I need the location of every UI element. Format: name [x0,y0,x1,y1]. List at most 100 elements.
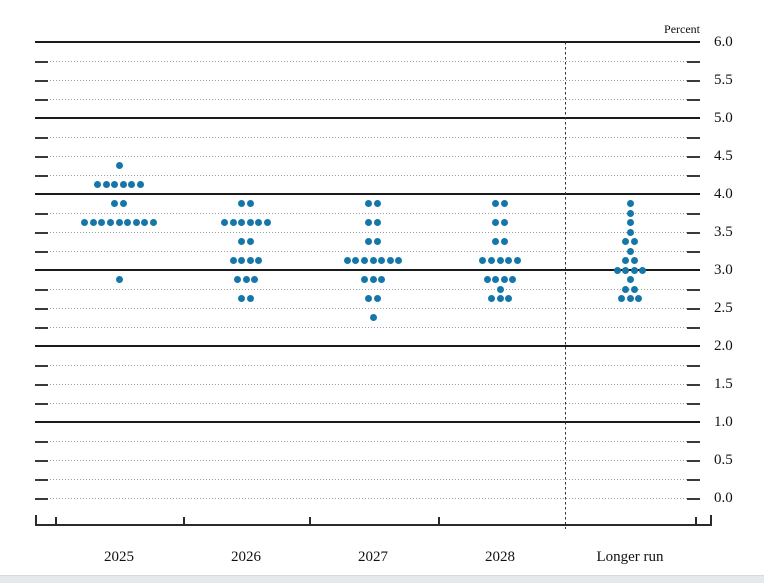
gridline-right-dash [687,383,700,386]
projection-dot [622,238,630,245]
projection-dot [369,257,377,264]
projection-dot [639,266,647,274]
projection-dot [500,219,508,226]
gridline-left-dash [35,155,48,158]
projection-dot [492,219,500,226]
gridline-left-dash [35,212,48,215]
gridline-solid [35,41,700,43]
gridline-dotted [35,213,700,214]
gridline-left-dash [35,79,48,82]
projection-dot [496,295,504,302]
gridline-right-dash [687,79,700,82]
projection-dot [626,247,634,255]
projection-dot [111,200,119,207]
projection-dot [378,276,386,283]
category-label: 2026 [231,549,261,565]
projection-dot [492,276,500,283]
gridline-solid [35,421,700,423]
projection-dot [238,219,246,226]
projection-dot [343,257,351,264]
gridline-right-dash [687,231,700,234]
projection-dot [500,238,508,245]
projection-dot [132,219,140,226]
category-label: 2027 [358,549,388,565]
projection-dot [141,219,149,226]
gridline-dotted [35,365,700,366]
projection-dot [626,200,634,207]
projection-dot [360,257,368,264]
gridline-dotted [35,498,700,499]
gridline-right-dash [687,212,700,215]
projection-dot [373,295,381,302]
projection-dot [369,314,377,321]
projection-dot [373,238,381,245]
projection-dot [487,257,495,264]
projection-dot [246,200,254,207]
gridline-right-dash [687,326,700,329]
gridline-right-dash [687,364,700,367]
projection-dot [124,219,132,226]
projection-dot [509,276,517,283]
gridline-left-dash [35,364,48,367]
gridline-dotted [35,175,700,176]
gridline-left-dash [35,60,48,63]
y-tick-label: 6.0 [714,34,733,50]
projection-dot [630,257,638,264]
gridline-left-dash [35,440,48,443]
gridline-right-dash [687,459,700,462]
y-tick-label: 4.5 [714,148,733,164]
y-tick-label: 5.0 [714,110,733,126]
gridline-left-dash [35,288,48,291]
projection-dot [365,200,373,207]
gridline-right-dash [687,497,700,500]
projection-dot [487,295,495,302]
projection-dot [505,257,513,264]
projection-dot [492,238,500,245]
gridline-left-dash [35,497,48,500]
gridline-right-dash [687,440,700,443]
projection-dot [246,219,254,226]
projection-dot [238,200,246,207]
gridline-solid [35,345,700,347]
gridline-right-dash [687,478,700,481]
window-bottom-strip [0,575,764,583]
gridline-right-dash [687,136,700,139]
projection-dot [119,181,127,188]
gridline-right-dash [687,250,700,253]
y-tick-label: 3.0 [714,262,733,278]
gridline-left-dash [35,250,48,253]
projection-dot [626,219,634,226]
gridline-left-dash [35,383,48,386]
y-axis-unit-label: Percent [664,22,700,36]
category-label: Longer run [596,549,664,565]
gridline-left-dash [35,326,48,329]
projection-dot [238,295,246,302]
y-tick-label: 3.5 [714,224,733,240]
projection-dot [365,219,373,226]
projection-dot [500,200,508,207]
y-tick-label: 2.5 [714,300,733,316]
y-tick-label: 1.0 [714,414,733,430]
gridline-left-dash [35,174,48,177]
longer-run-separator [565,42,566,529]
projection-dot [233,276,241,283]
projection-dot [630,266,638,274]
x-axis-tick [183,517,185,524]
projection-dot [386,257,394,264]
gridline-right-dash [687,307,700,310]
projection-dot [81,219,89,226]
projection-dot [115,219,123,226]
projection-dot [229,257,237,264]
projection-dot [630,238,638,245]
x-axis-end-tick [35,515,37,526]
gridline-dotted [35,80,700,81]
gridline-dotted [35,61,700,62]
gridline-right-dash [687,98,700,101]
projection-dot [622,266,630,274]
x-axis-end-tick [710,515,712,526]
projection-dot [255,257,263,264]
x-axis-tick [438,517,440,524]
projection-dot [630,285,638,293]
